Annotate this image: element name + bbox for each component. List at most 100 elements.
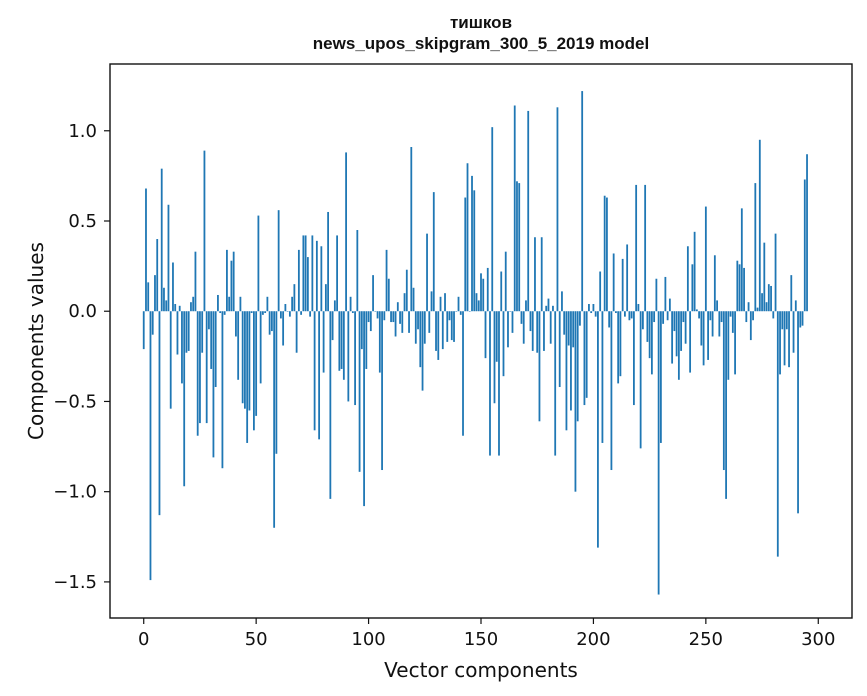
bar <box>185 311 188 353</box>
bar <box>597 311 599 548</box>
bar <box>686 246 689 312</box>
bar <box>428 311 431 333</box>
bar <box>590 311 593 314</box>
bar <box>232 251 235 312</box>
bar <box>747 302 750 312</box>
bar <box>626 244 629 312</box>
bar <box>450 311 453 341</box>
bar <box>300 311 303 315</box>
bar <box>219 311 222 314</box>
bar <box>673 311 676 332</box>
bar <box>432 192 435 312</box>
bar <box>727 311 730 380</box>
bar <box>603 195 606 312</box>
bar <box>199 311 201 424</box>
bar <box>358 311 361 472</box>
bar <box>655 278 658 312</box>
bar <box>772 311 775 319</box>
bar <box>720 311 723 323</box>
bar <box>169 311 172 409</box>
bar <box>583 311 586 406</box>
bar <box>545 305 548 312</box>
bar <box>273 311 276 528</box>
bar <box>376 311 379 319</box>
bar <box>749 311 752 341</box>
chart-title: тишков news_upos_skipgram_300_5_2019 mod… <box>110 12 852 54</box>
bar <box>154 275 156 312</box>
bar <box>608 311 611 328</box>
bar <box>304 235 307 312</box>
bar <box>698 311 700 319</box>
bar <box>351 311 354 314</box>
bar <box>262 311 264 315</box>
bar <box>340 311 343 369</box>
bar <box>367 311 370 323</box>
bar <box>336 235 338 312</box>
bar <box>172 262 174 312</box>
bar <box>806 154 808 312</box>
bar <box>405 269 408 312</box>
bar <box>722 311 725 471</box>
bar <box>756 307 759 312</box>
bar <box>338 311 341 371</box>
bar <box>228 296 231 312</box>
bar <box>192 296 195 312</box>
bar <box>457 296 460 312</box>
bar <box>781 311 784 330</box>
bar <box>522 311 525 344</box>
bar <box>594 311 597 317</box>
bar <box>297 249 300 312</box>
x-tick-label: 50 <box>245 629 268 650</box>
bar <box>441 311 444 350</box>
bar <box>178 305 181 312</box>
bar <box>668 298 671 312</box>
bar <box>718 311 721 337</box>
bar <box>788 311 790 368</box>
bar <box>246 311 249 443</box>
bar <box>680 311 683 351</box>
bar <box>801 311 804 326</box>
x-tick-label: 200 <box>576 629 610 650</box>
bar <box>502 311 505 377</box>
bar <box>383 311 386 321</box>
bar <box>799 311 802 328</box>
bar <box>257 215 260 312</box>
bar <box>552 305 554 312</box>
bar <box>621 258 624 312</box>
bar <box>633 311 635 406</box>
bar <box>713 255 716 312</box>
bar <box>194 251 197 312</box>
bar <box>419 311 422 368</box>
bar <box>403 293 406 312</box>
bar <box>576 311 579 422</box>
bar <box>264 311 267 314</box>
bar <box>230 260 233 312</box>
bar <box>711 311 714 337</box>
bar <box>767 284 770 312</box>
bar <box>266 296 269 312</box>
bar <box>448 311 451 321</box>
bar <box>682 311 685 323</box>
bar <box>217 294 219 312</box>
bar <box>288 311 291 317</box>
bar <box>360 311 363 350</box>
bar <box>520 311 523 324</box>
bar <box>410 147 413 312</box>
bar <box>776 311 779 557</box>
bar <box>239 296 242 312</box>
bar <box>414 311 417 344</box>
bar <box>504 251 507 312</box>
bar <box>363 311 365 507</box>
bar <box>311 235 314 312</box>
bar <box>473 190 476 312</box>
bar <box>493 311 496 404</box>
bar <box>176 311 179 355</box>
bar <box>736 260 739 312</box>
bar <box>205 311 208 424</box>
y-axis-ticks: −1.5 −1.0 −0.5 0.0 0.5 1.0 <box>53 121 110 593</box>
bar <box>779 311 781 375</box>
bar <box>210 311 213 369</box>
bar <box>707 311 709 360</box>
bar <box>369 311 372 332</box>
bar <box>190 302 192 312</box>
